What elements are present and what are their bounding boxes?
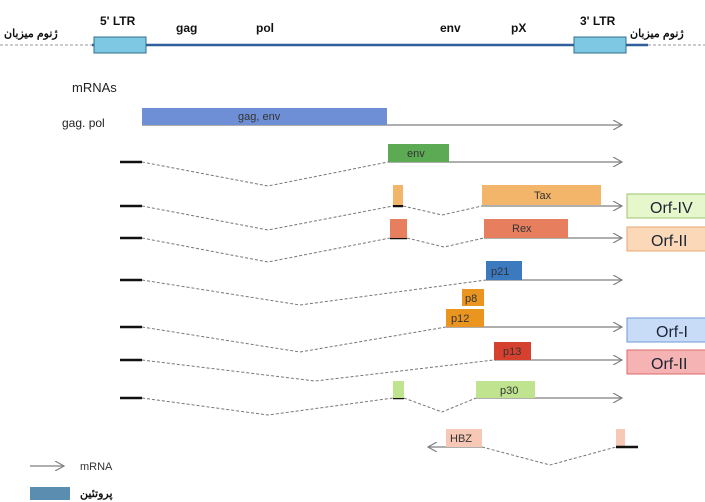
orf-label-orf-iv: Orf-IV xyxy=(650,200,693,217)
gene-label-gag: gag xyxy=(176,21,197,35)
protein-box-gag-env xyxy=(142,108,387,125)
intron-splice xyxy=(141,359,495,382)
gene-label-pol: pol xyxy=(256,21,274,35)
protein-box-p12 xyxy=(446,309,484,327)
protein-label-gag-env: gag, env xyxy=(238,111,281,123)
protein-box-p8 xyxy=(462,289,484,306)
legend-protein-label: پروتئین xyxy=(80,488,113,500)
intron-splice xyxy=(141,161,389,187)
protein-box-tax xyxy=(482,185,601,205)
orf-label-orf-ii-2: Orf-II xyxy=(651,356,687,373)
legend-mrna-label: mRNA xyxy=(80,461,113,473)
protein-box-p21 xyxy=(486,261,522,280)
protein-label-p8: p8 xyxy=(465,293,477,305)
protein-label-p12: p12 xyxy=(451,313,469,325)
protein-box-p30-exon xyxy=(393,381,404,398)
protein-box-rex-exon xyxy=(390,219,407,238)
protein-box-rex xyxy=(484,219,568,238)
gene-label-px: pX xyxy=(511,21,526,35)
protein-label-p21: p21 xyxy=(491,266,509,278)
intron-splice xyxy=(406,237,485,248)
intron-splice xyxy=(141,205,394,231)
ltr5-label: 5' LTR xyxy=(100,14,136,28)
orf-label-orf-i: Orf-I xyxy=(656,324,688,341)
protein-label-hbz: HBZ xyxy=(450,433,472,445)
protein-box-hbz-exon xyxy=(616,429,625,447)
legend-protein-swatch xyxy=(30,487,70,500)
intron-splice xyxy=(141,237,391,263)
orf-badge-orf-ii xyxy=(626,226,705,252)
orf-label-orf-ii: Orf-II xyxy=(651,233,687,250)
intron-splice xyxy=(141,397,394,416)
orf-badge-orf-i xyxy=(626,317,705,343)
protein-label-tax: Tax xyxy=(534,190,552,202)
protein-label-rex: Rex xyxy=(512,223,532,235)
ltr3-label: 3' LTR xyxy=(580,14,616,28)
intron-splice xyxy=(402,205,483,216)
host-genome-label-right: ژنوم میزبان xyxy=(630,28,684,40)
protein-label-p30: p30 xyxy=(500,385,518,397)
protein-box-p30 xyxy=(476,381,535,398)
ltr3-box xyxy=(573,36,627,54)
intron-splice xyxy=(141,326,447,353)
protein-box-p13 xyxy=(494,342,531,360)
protein-box-hbz xyxy=(446,429,482,447)
intron-splice xyxy=(403,397,477,413)
mrnas-heading: mRNAs xyxy=(72,80,117,95)
orf-badge-orf-iv xyxy=(626,193,705,219)
orf-badge-orf-ii-2 xyxy=(626,349,705,375)
ltr5-box xyxy=(93,36,147,54)
host-genome-label-left: ژنوم میزبان xyxy=(4,28,58,40)
protein-label-env: env xyxy=(407,148,425,160)
intron-splice xyxy=(481,446,617,466)
protein-box-tax-exon xyxy=(393,185,403,205)
intron-splice xyxy=(141,279,487,306)
protein-box-env xyxy=(388,144,449,162)
row-label-gag-pol: gag. pol xyxy=(62,116,105,130)
gene-label-env: env xyxy=(440,21,461,35)
protein-label-p13: p13 xyxy=(503,346,521,358)
